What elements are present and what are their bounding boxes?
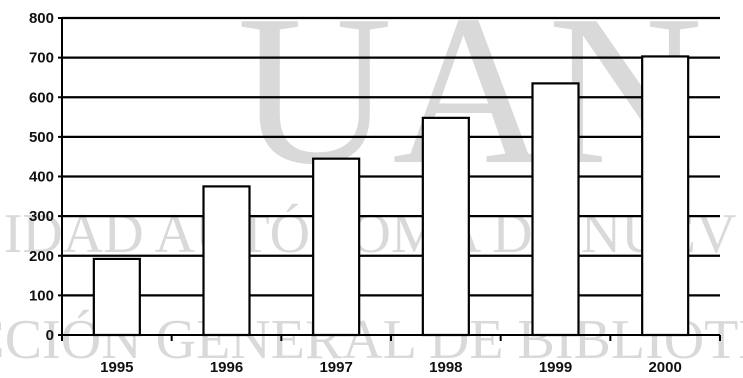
x-tick-label: 2000 — [648, 359, 681, 376]
y-tick-label: 0 — [46, 327, 54, 344]
y-tick-label: 400 — [29, 169, 54, 186]
x-tick-label: 1997 — [319, 359, 352, 376]
y-tick-label: 600 — [29, 89, 54, 106]
axes — [58, 17, 721, 341]
bar-1999 — [531, 82, 580, 337]
y-tick-label: 100 — [29, 287, 54, 304]
bar-2000 — [641, 55, 690, 337]
y-tick-labels: 0 100 200 300 400 500 600 700 800 — [29, 10, 54, 344]
bar-1996 — [202, 185, 251, 337]
y-tick-label: 700 — [29, 50, 54, 67]
bar-1995 — [92, 257, 141, 337]
x-tick-label: 1998 — [429, 359, 462, 376]
y-tick-label: 300 — [29, 208, 54, 225]
bar-1998 — [421, 116, 470, 337]
x-tick-label: 1996 — [210, 359, 243, 376]
watermark-logo: UAN — [237, 0, 703, 209]
y-tick-label: 800 — [29, 10, 54, 27]
y-tick-label: 200 — [29, 248, 54, 265]
bar-1997 — [312, 157, 361, 337]
y-tick-label: 500 — [29, 129, 54, 146]
x-tick-label: 1995 — [100, 359, 133, 376]
bars — [92, 55, 690, 337]
x-tick-labels: 1995 1996 1997 1998 1999 2000 — [100, 359, 682, 376]
x-tick-label: 1999 — [539, 359, 572, 376]
watermark-line-1: IDAD AUTÓNOMA DE NUEV — [4, 202, 737, 265]
gridlines — [62, 16, 720, 297]
